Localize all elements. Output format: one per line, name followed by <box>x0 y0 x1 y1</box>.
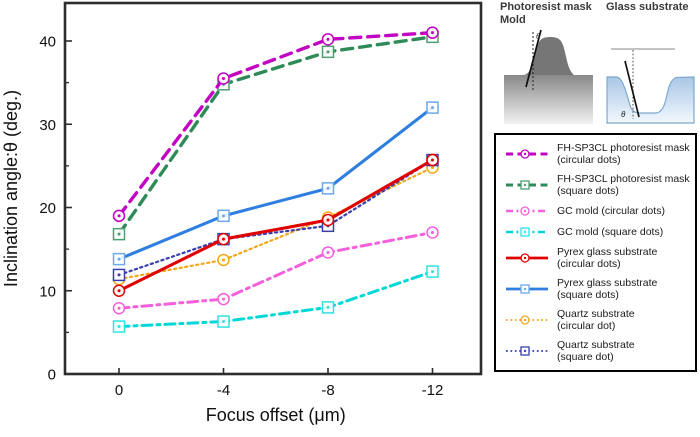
series-line <box>117 158 435 293</box>
legend-item: Quartz substrate (circular dot) <box>504 308 691 332</box>
chart-legend: FH-SP3CL photoresist mask (circular dots)… <box>494 133 697 372</box>
legend-line-sample <box>506 346 548 357</box>
mold-profile-diagram: θ <box>504 29 593 124</box>
legend-label: GC mold (circular dots) <box>557 204 665 217</box>
series-line <box>117 30 435 218</box>
series-line <box>117 106 435 261</box>
glass-diagram-title: Glass substrate <box>606 1 689 14</box>
mold-title-line2: Mold <box>500 14 526 26</box>
legend-label: FH-SP3CL photoresist mask (square dots) <box>557 172 690 197</box>
mold-base <box>504 75 593 124</box>
glass-title-line: Glass substrate <box>606 1 689 13</box>
series-line <box>117 230 434 310</box>
glass-profile-diagram: θ <box>606 48 695 124</box>
mold-theta-label: θ <box>536 32 541 41</box>
legend-line-sample <box>506 315 548 325</box>
legend-label: GC mold (square dots) <box>557 225 664 238</box>
mold-title-line1: Photoresist mask <box>500 1 592 13</box>
series-line <box>117 35 435 236</box>
glass-theta-label: θ <box>621 110 626 119</box>
legend-item: Pyrex glass substrate (square dots) <box>504 277 691 301</box>
legend-label: FH-SP3CL photoresist mask (circular dots) <box>557 141 690 166</box>
glass-slope-line <box>624 60 640 118</box>
legend-line-sample <box>506 284 548 294</box>
legend-line-sample <box>506 227 548 237</box>
legend-item: GC mold (circular dots) <box>504 204 691 218</box>
glass-trench <box>606 76 695 124</box>
mold-diagram-title: Photoresist mask Mold <box>500 1 592 27</box>
legend-item: FH-SP3CL photoresist mask (square dots) <box>504 173 691 197</box>
y-tick-label: 40 <box>39 34 56 51</box>
legend-line-sample <box>506 206 548 216</box>
x-tick-label: 0 <box>115 382 123 399</box>
legend-line-sample <box>506 180 548 190</box>
y-tick-label: 30 <box>39 117 56 134</box>
x-tick-label: -8 <box>321 382 334 399</box>
series-line <box>117 166 434 281</box>
x-axis-label: Focus offset (μm) <box>206 405 346 425</box>
x-tick-label: -12 <box>422 382 444 399</box>
y-tick-label: 10 <box>39 283 56 300</box>
x-tick-label: -4 <box>217 382 230 399</box>
legend-label: Quartz substrate (circular dot) <box>557 308 635 333</box>
y-axis-label: Inclination angle:θ (deg.) <box>1 90 21 287</box>
inclination-angle-chart: 0 10 20 30 40 0 -4 -8 -12 Inclination angle:θ (de… <box>1 1 483 425</box>
series-line <box>117 158 434 277</box>
legend-item: Pyrex glass substrate (circular dots) <box>504 246 691 270</box>
legend-label: Quartz substrate (square dot) <box>557 339 635 364</box>
legend-item: GC mold (square dots) <box>504 225 691 239</box>
mold-bump <box>524 37 574 75</box>
legend-line-sample <box>506 148 548 159</box>
mold-slope-line <box>525 29 542 88</box>
y-tick-label: 20 <box>39 200 56 217</box>
legend-label: Pyrex glass substrate (square dots) <box>557 277 658 302</box>
legend-item: FH-SP3CL photoresist mask (circular dots) <box>504 142 691 166</box>
legend-line-sample <box>506 253 548 263</box>
legend-label: Pyrex glass substrate (circular dots) <box>557 246 658 271</box>
legend-item: Quartz substrate (square dot) <box>504 339 691 363</box>
series-line <box>117 270 434 329</box>
y-tick-label: 0 <box>48 367 56 384</box>
